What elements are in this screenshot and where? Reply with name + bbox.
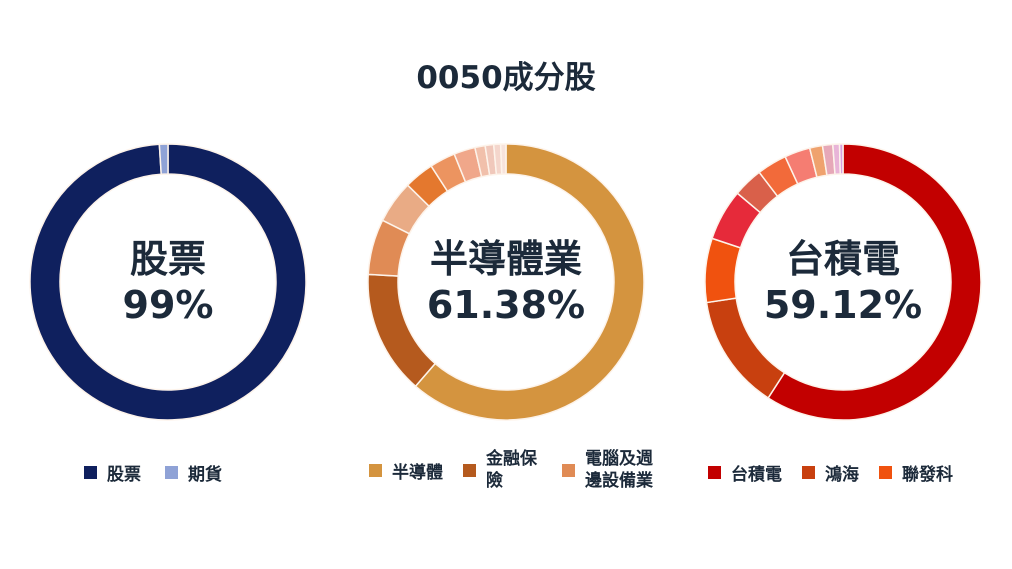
legend-swatch: [562, 463, 575, 477]
legend-swatch: [369, 463, 382, 477]
legend-label: 電腦及週邊設備業: [585, 449, 653, 491]
legend-label: 半導體: [392, 462, 443, 483]
center-value: 61.38%: [426, 283, 586, 327]
legend-company: 台積電 鴻海 聯發科: [708, 460, 953, 485]
legend-swatch: [84, 466, 97, 479]
center-value: 99%: [122, 283, 214, 327]
legend-label: 期貨: [188, 465, 222, 485]
donut-slice: [499, 143, 507, 175]
legend-swatch: [165, 466, 178, 479]
legend-label: 金融保險: [486, 449, 537, 491]
legend-label: 台積電: [731, 465, 782, 485]
legend-item: 半導體: [369, 458, 443, 483]
legend-stock: 股票 期貨: [84, 460, 222, 485]
legend-item: 金融保險: [463, 448, 542, 492]
legend-label: 股票: [107, 465, 141, 485]
legend-item: 股票: [84, 460, 141, 485]
center-value: 59.12%: [763, 283, 923, 327]
donut-center-company: 台積電 59.12%: [733, 236, 953, 328]
legend-swatch: [802, 466, 815, 479]
legend-swatch: [879, 466, 892, 479]
donut-center-industry: 半導體業 61.38%: [396, 236, 616, 328]
legend-label: 鴻海: [825, 465, 859, 485]
center-label: 股票: [129, 237, 206, 281]
legend-swatch: [463, 463, 476, 477]
donut-slice-半導體: [414, 143, 645, 421]
legend-item: 台積電: [708, 460, 782, 485]
donut-slice-期貨: [158, 143, 169, 176]
donut-slice-台積電: [767, 143, 982, 421]
center-label: 半導體業: [429, 237, 582, 281]
donut-slice-股票: [29, 143, 307, 421]
legend-label: 聯發科: [902, 465, 953, 485]
legend-item: 期貨: [165, 460, 222, 485]
legend-item: 鴻海: [802, 460, 859, 485]
legend-item: 電腦及週邊設備業: [562, 448, 665, 492]
chart-title: 0050成分股: [416, 60, 596, 96]
donut-center-stock: 股票 99%: [58, 236, 278, 328]
center-label: 台積電: [785, 237, 900, 281]
legend-industry: 半導體 金融保險 電腦及週邊設備業: [369, 448, 665, 492]
donut-slice: [838, 143, 844, 175]
legend-item: 聯發科: [879, 460, 953, 485]
legend-swatch: [708, 466, 721, 479]
